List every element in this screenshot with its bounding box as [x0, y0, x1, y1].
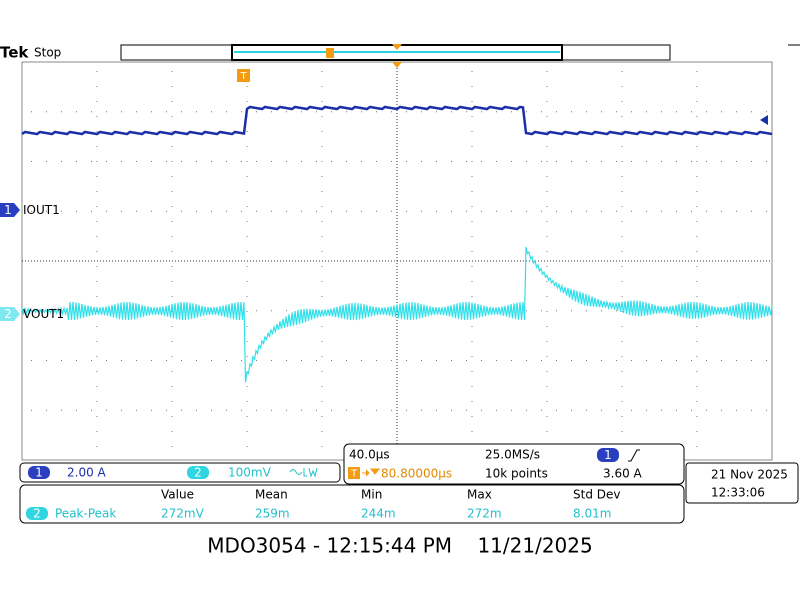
meas-value: 272m — [467, 507, 502, 521]
meas-channel: 2 — [33, 507, 41, 521]
ch1-label: IOUT1 — [23, 203, 60, 217]
meas-channel-badge — [26, 507, 48, 520]
ch2-badge — [187, 466, 209, 479]
brand: Tek — [0, 44, 29, 62]
measurement-box — [19, 484, 685, 524]
status: Stop — [34, 46, 61, 60]
record-length: 10k points — [485, 467, 548, 481]
expansion-point — [392, 44, 402, 50]
ch2-marker: 2 — [4, 307, 12, 321]
time-scale: 40.0µs — [349, 448, 390, 462]
ch1-scale: 2.00 A — [67, 466, 107, 480]
time-position-marker — [392, 62, 402, 68]
sample-rate: 25.0MS/s — [485, 448, 540, 462]
ch1-marker: 1 — [4, 203, 12, 217]
clock-box — [685, 462, 799, 504]
footer: MDO3054 - 12:15:44 PM 11/21/2025 — [207, 534, 592, 558]
trigger-level: 3.60 A — [603, 467, 643, 481]
meas-header: Value — [161, 488, 194, 502]
meas-header: Std Dev — [573, 488, 620, 502]
meas-value: 8.01m — [573, 507, 611, 521]
trigger-pos-box — [348, 467, 360, 479]
ch2-waveform — [21, 247, 773, 383]
ch2-badge-text: 2 — [194, 466, 202, 480]
meas-header: Mean — [255, 488, 288, 502]
position-arrow — [362, 468, 381, 477]
time: 12:33:06 — [711, 486, 765, 500]
bandwidth-icon — [289, 467, 318, 478]
time-position: 80.80000µs — [381, 467, 452, 481]
meas-value: 259m — [255, 507, 290, 521]
meas-value: 244m — [361, 507, 396, 521]
trigger-channel-badge — [597, 448, 619, 462]
ch2-marker-box — [0, 307, 20, 321]
vertical-box — [19, 462, 341, 483]
meas-value: 272mV — [161, 507, 205, 521]
slope-icon — [628, 449, 640, 462]
ch1-marker-box — [0, 203, 20, 217]
ch2-label: VOUT1 — [23, 307, 64, 321]
ch1-trigger-level — [760, 115, 768, 125]
ch2-scale: 100mV — [228, 466, 272, 480]
trigger-channel: 1 — [604, 448, 612, 462]
date: 21 Nov 2025 — [711, 468, 788, 482]
ch1-waveform — [21, 105, 773, 136]
trigger-pos-icon: T — [350, 469, 358, 480]
trigger-marker-box — [237, 69, 250, 82]
meas-header: Max — [467, 488, 492, 502]
meas-header: Min — [361, 488, 382, 502]
trigger-marker: T — [239, 71, 247, 82]
ch1-badge — [28, 466, 50, 479]
meas-name: Peak-Peak — [55, 507, 116, 521]
trigger-icon — [326, 48, 334, 58]
ch1-badge-text: 1 — [35, 466, 43, 480]
